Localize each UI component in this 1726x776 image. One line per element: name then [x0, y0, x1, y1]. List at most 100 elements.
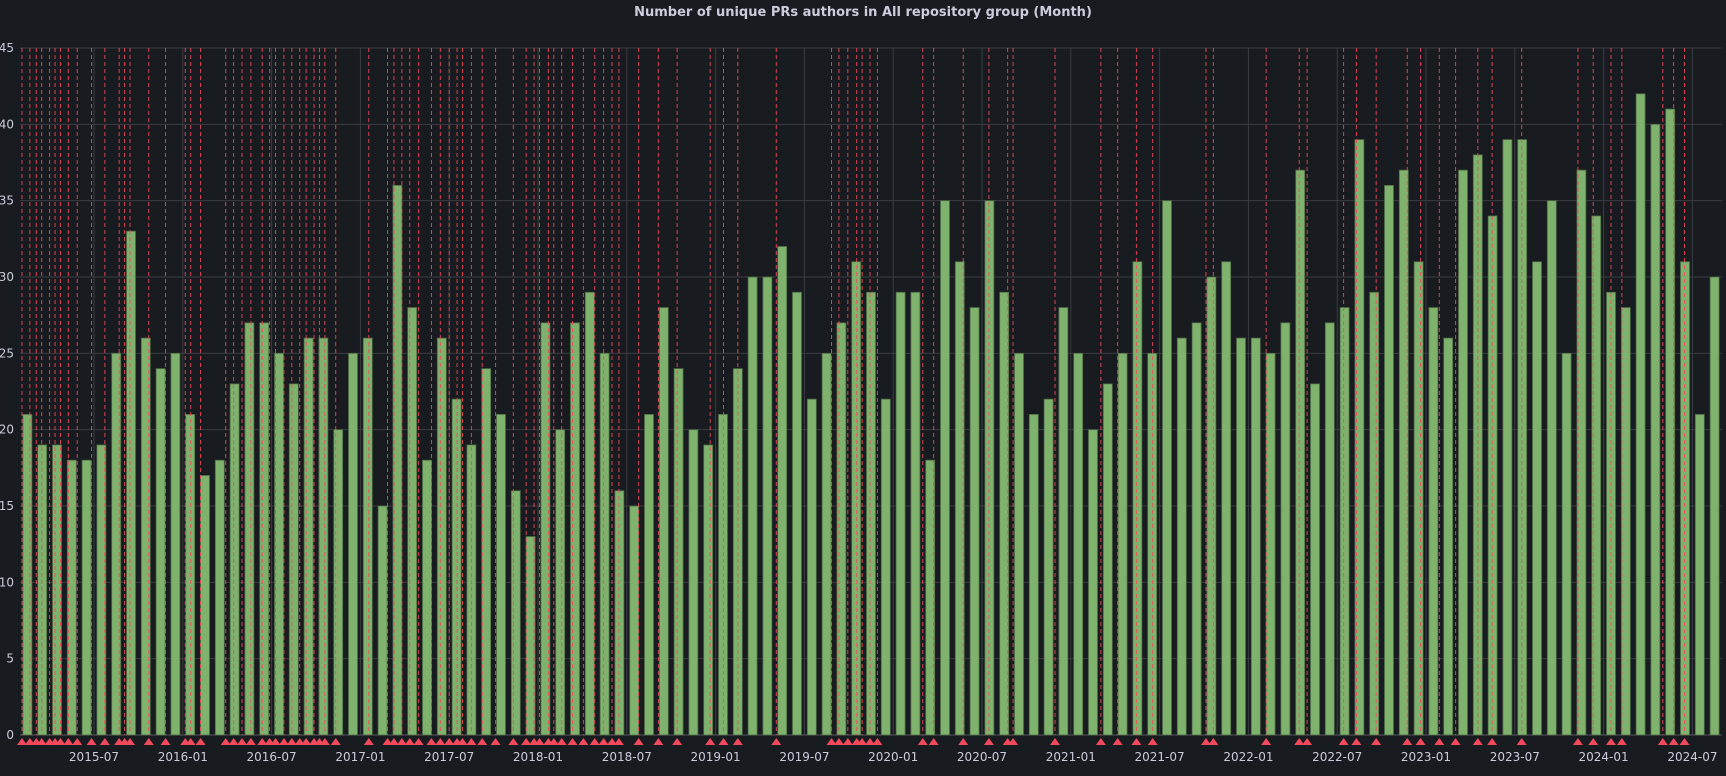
bar[interactable] — [777, 246, 788, 736]
bar[interactable] — [1043, 398, 1054, 736]
bar[interactable] — [1295, 169, 1306, 736]
bar[interactable] — [140, 337, 151, 736]
annotation-marker-icon[interactable] — [294, 738, 305, 745]
bar[interactable] — [1428, 307, 1439, 736]
annotation-marker-icon[interactable] — [435, 738, 446, 745]
bar[interactable] — [1576, 169, 1587, 736]
bar[interactable] — [377, 505, 388, 736]
bar[interactable] — [1162, 200, 1172, 736]
bar[interactable] — [155, 368, 166, 736]
annotation-marker-icon[interactable] — [826, 738, 837, 745]
annotation-marker-icon[interactable] — [1402, 738, 1413, 745]
bar[interactable] — [836, 322, 847, 736]
bar[interactable] — [244, 322, 255, 736]
bar[interactable] — [1502, 139, 1513, 736]
bar[interactable] — [111, 352, 122, 736]
bar[interactable] — [318, 337, 329, 736]
bar[interactable] — [599, 352, 610, 736]
bar[interactable] — [1250, 337, 1261, 736]
bar[interactable] — [1561, 352, 1572, 736]
bar[interactable] — [126, 230, 136, 736]
bar[interactable] — [806, 398, 817, 736]
annotation-marker-icon[interactable] — [607, 738, 617, 745]
annotation-marker-icon[interactable] — [237, 738, 247, 745]
annotation-marker-icon[interactable] — [1147, 738, 1158, 745]
bar[interactable] — [910, 291, 921, 736]
annotation-marker-icon[interactable] — [556, 738, 567, 745]
annotation-marker-icon[interactable] — [1606, 738, 1616, 745]
bar[interactable] — [1147, 352, 1158, 736]
annotation-marker-icon[interactable] — [319, 738, 330, 745]
bar[interactable] — [555, 429, 566, 736]
bar[interactable] — [436, 337, 447, 736]
annotation-marker-icon[interactable] — [1050, 738, 1061, 745]
annotation-marker-icon[interactable] — [270, 738, 281, 745]
bar[interactable] — [584, 291, 595, 736]
bar[interactable] — [1709, 276, 1720, 736]
annotation-marker-icon[interactable] — [833, 738, 844, 745]
bar[interactable] — [688, 429, 699, 736]
annotation-marker-icon[interactable] — [245, 738, 256, 745]
annotation-marker-icon[interactable] — [404, 738, 415, 745]
annotation-marker-icon[interactable] — [330, 738, 341, 745]
annotation-marker-icon[interactable] — [477, 738, 488, 745]
bar[interactable] — [1472, 154, 1483, 736]
annotation-marker-icon[interactable] — [732, 738, 743, 745]
annotation-marker-icon[interactable] — [1294, 738, 1305, 745]
annotation-marker-icon[interactable] — [363, 738, 374, 745]
bar[interactable] — [954, 261, 965, 736]
bar[interactable] — [1354, 139, 1365, 736]
bar[interactable] — [999, 291, 1010, 736]
annotation-marker-icon[interactable] — [63, 738, 74, 745]
annotation-marker-icon[interactable] — [1338, 738, 1349, 745]
annotation-marker-icon[interactable] — [413, 738, 424, 745]
annotation-marker-icon[interactable] — [1095, 738, 1106, 745]
annotation-marker-icon[interactable] — [578, 738, 589, 745]
bar[interactable] — [644, 413, 654, 736]
bar[interactable] — [1132, 261, 1143, 736]
bar[interactable] — [880, 398, 891, 736]
bar[interactable] — [1413, 261, 1424, 736]
bar[interactable] — [422, 459, 432, 736]
annotation-marker-icon[interactable] — [396, 738, 407, 745]
bar[interactable] — [200, 475, 210, 736]
bar[interactable] — [1206, 276, 1217, 736]
annotation-marker-icon[interactable] — [548, 738, 559, 745]
annotation-marker-icon[interactable] — [613, 738, 624, 745]
bar[interactable] — [303, 337, 314, 736]
bar[interactable] — [540, 322, 551, 736]
bar[interactable] — [925, 459, 936, 736]
bar[interactable] — [1384, 184, 1394, 736]
bar[interactable] — [1635, 93, 1646, 736]
annotation-marker-icon[interactable] — [672, 738, 683, 745]
bar[interactable] — [1058, 307, 1069, 736]
annotation-marker-icon[interactable] — [598, 738, 609, 745]
annotation-marker-icon[interactable] — [917, 738, 928, 745]
annotation-marker-icon[interactable] — [872, 738, 883, 745]
bar[interactable] — [703, 444, 714, 736]
annotation-marker-icon[interactable] — [1261, 738, 1272, 745]
annotation-marker-icon[interactable] — [1588, 738, 1599, 745]
bar[interactable] — [1443, 337, 1454, 736]
bar[interactable] — [1073, 352, 1084, 736]
bar[interactable] — [392, 184, 403, 736]
annotation-marker-icon[interactable] — [983, 738, 994, 745]
bar[interactable] — [1665, 108, 1676, 736]
bar[interactable] — [214, 459, 225, 736]
bar[interactable] — [1546, 200, 1557, 736]
annotation-marker-icon[interactable] — [286, 738, 297, 745]
bar[interactable] — [1191, 322, 1202, 736]
bar[interactable] — [747, 276, 758, 736]
annotation-marker-icon[interactable] — [521, 738, 532, 745]
annotation-marker-icon[interactable] — [72, 738, 83, 745]
bar[interactable] — [81, 459, 92, 736]
annotation-marker-icon[interactable] — [771, 738, 782, 745]
bar[interactable] — [333, 429, 344, 736]
annotation-marker-icon[interactable] — [1657, 738, 1668, 745]
annotation-marker-icon[interactable] — [444, 738, 455, 745]
annotation-marker-icon[interactable] — [1351, 738, 1362, 745]
annotation-marker-icon[interactable] — [1415, 738, 1426, 745]
annotation-marker-icon[interactable] — [16, 738, 27, 745]
annotation-marker-icon[interactable] — [633, 738, 644, 745]
annotation-marker-icon[interactable] — [928, 738, 939, 745]
